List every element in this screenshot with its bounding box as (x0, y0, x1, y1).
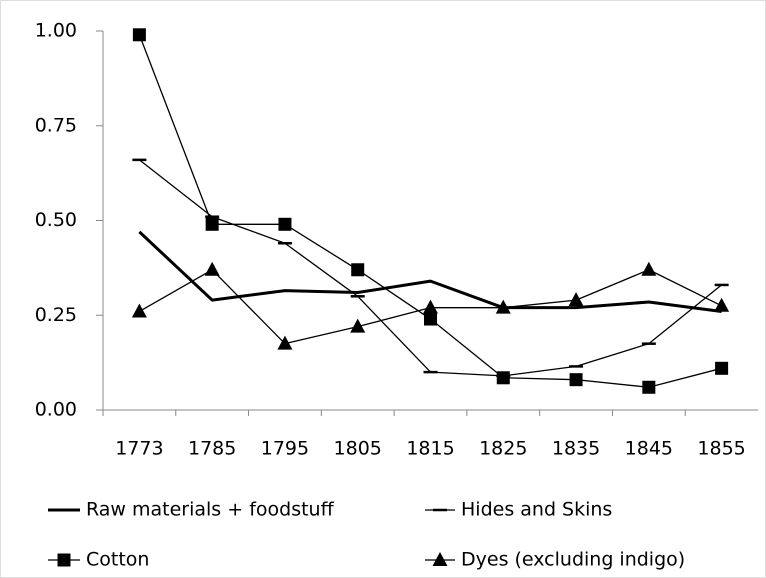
x-tick-label: 1855 (697, 438, 745, 460)
y-tick-label: 0.00 (35, 399, 77, 421)
x-tick-label: 1785 (188, 438, 236, 460)
marker-square (715, 361, 729, 375)
marker-square (496, 371, 510, 385)
x-tick-label: 1773 (115, 438, 163, 460)
marker-triangle (350, 318, 366, 333)
y-tick-label: 0.50 (35, 209, 77, 231)
marker-square (57, 553, 71, 567)
y-tick-label: 0.25 (35, 304, 77, 326)
marker-square (569, 373, 583, 387)
marker-square (424, 312, 437, 326)
marker-triangle (432, 552, 448, 566)
marker-square (642, 380, 656, 394)
marker-triangle (204, 261, 220, 276)
legend-label: Dyes (excluding indigo) (461, 549, 685, 571)
marker-square (278, 217, 292, 231)
marker-triangle (568, 292, 584, 307)
marker-triangle (277, 335, 293, 350)
y-tick-label: 1.00 (35, 20, 77, 42)
series-line (138, 230, 722, 313)
marker-triangle (714, 297, 730, 312)
x-tick-label: 1835 (552, 438, 600, 460)
marker-square (132, 28, 146, 42)
x-tick-label: 1795 (261, 438, 309, 460)
marker-triangle (131, 303, 147, 318)
x-tick-label: 1815 (406, 438, 454, 460)
x-tick-label: 1805 (334, 438, 382, 460)
marker-triangle (423, 299, 438, 314)
legend-label: Cotton (86, 549, 149, 571)
legend-label: Hides and Skins (461, 499, 612, 521)
y-tick-label: 0.75 (35, 114, 77, 136)
x-tick-label: 1845 (625, 438, 673, 460)
marker-square (205, 217, 219, 231)
legend-label: Raw materials + foodstuff (86, 499, 335, 521)
marker-triangle (495, 299, 511, 314)
marker-triangle (641, 261, 657, 276)
x-tick-label: 1825 (479, 438, 527, 460)
marker-square (351, 263, 365, 277)
